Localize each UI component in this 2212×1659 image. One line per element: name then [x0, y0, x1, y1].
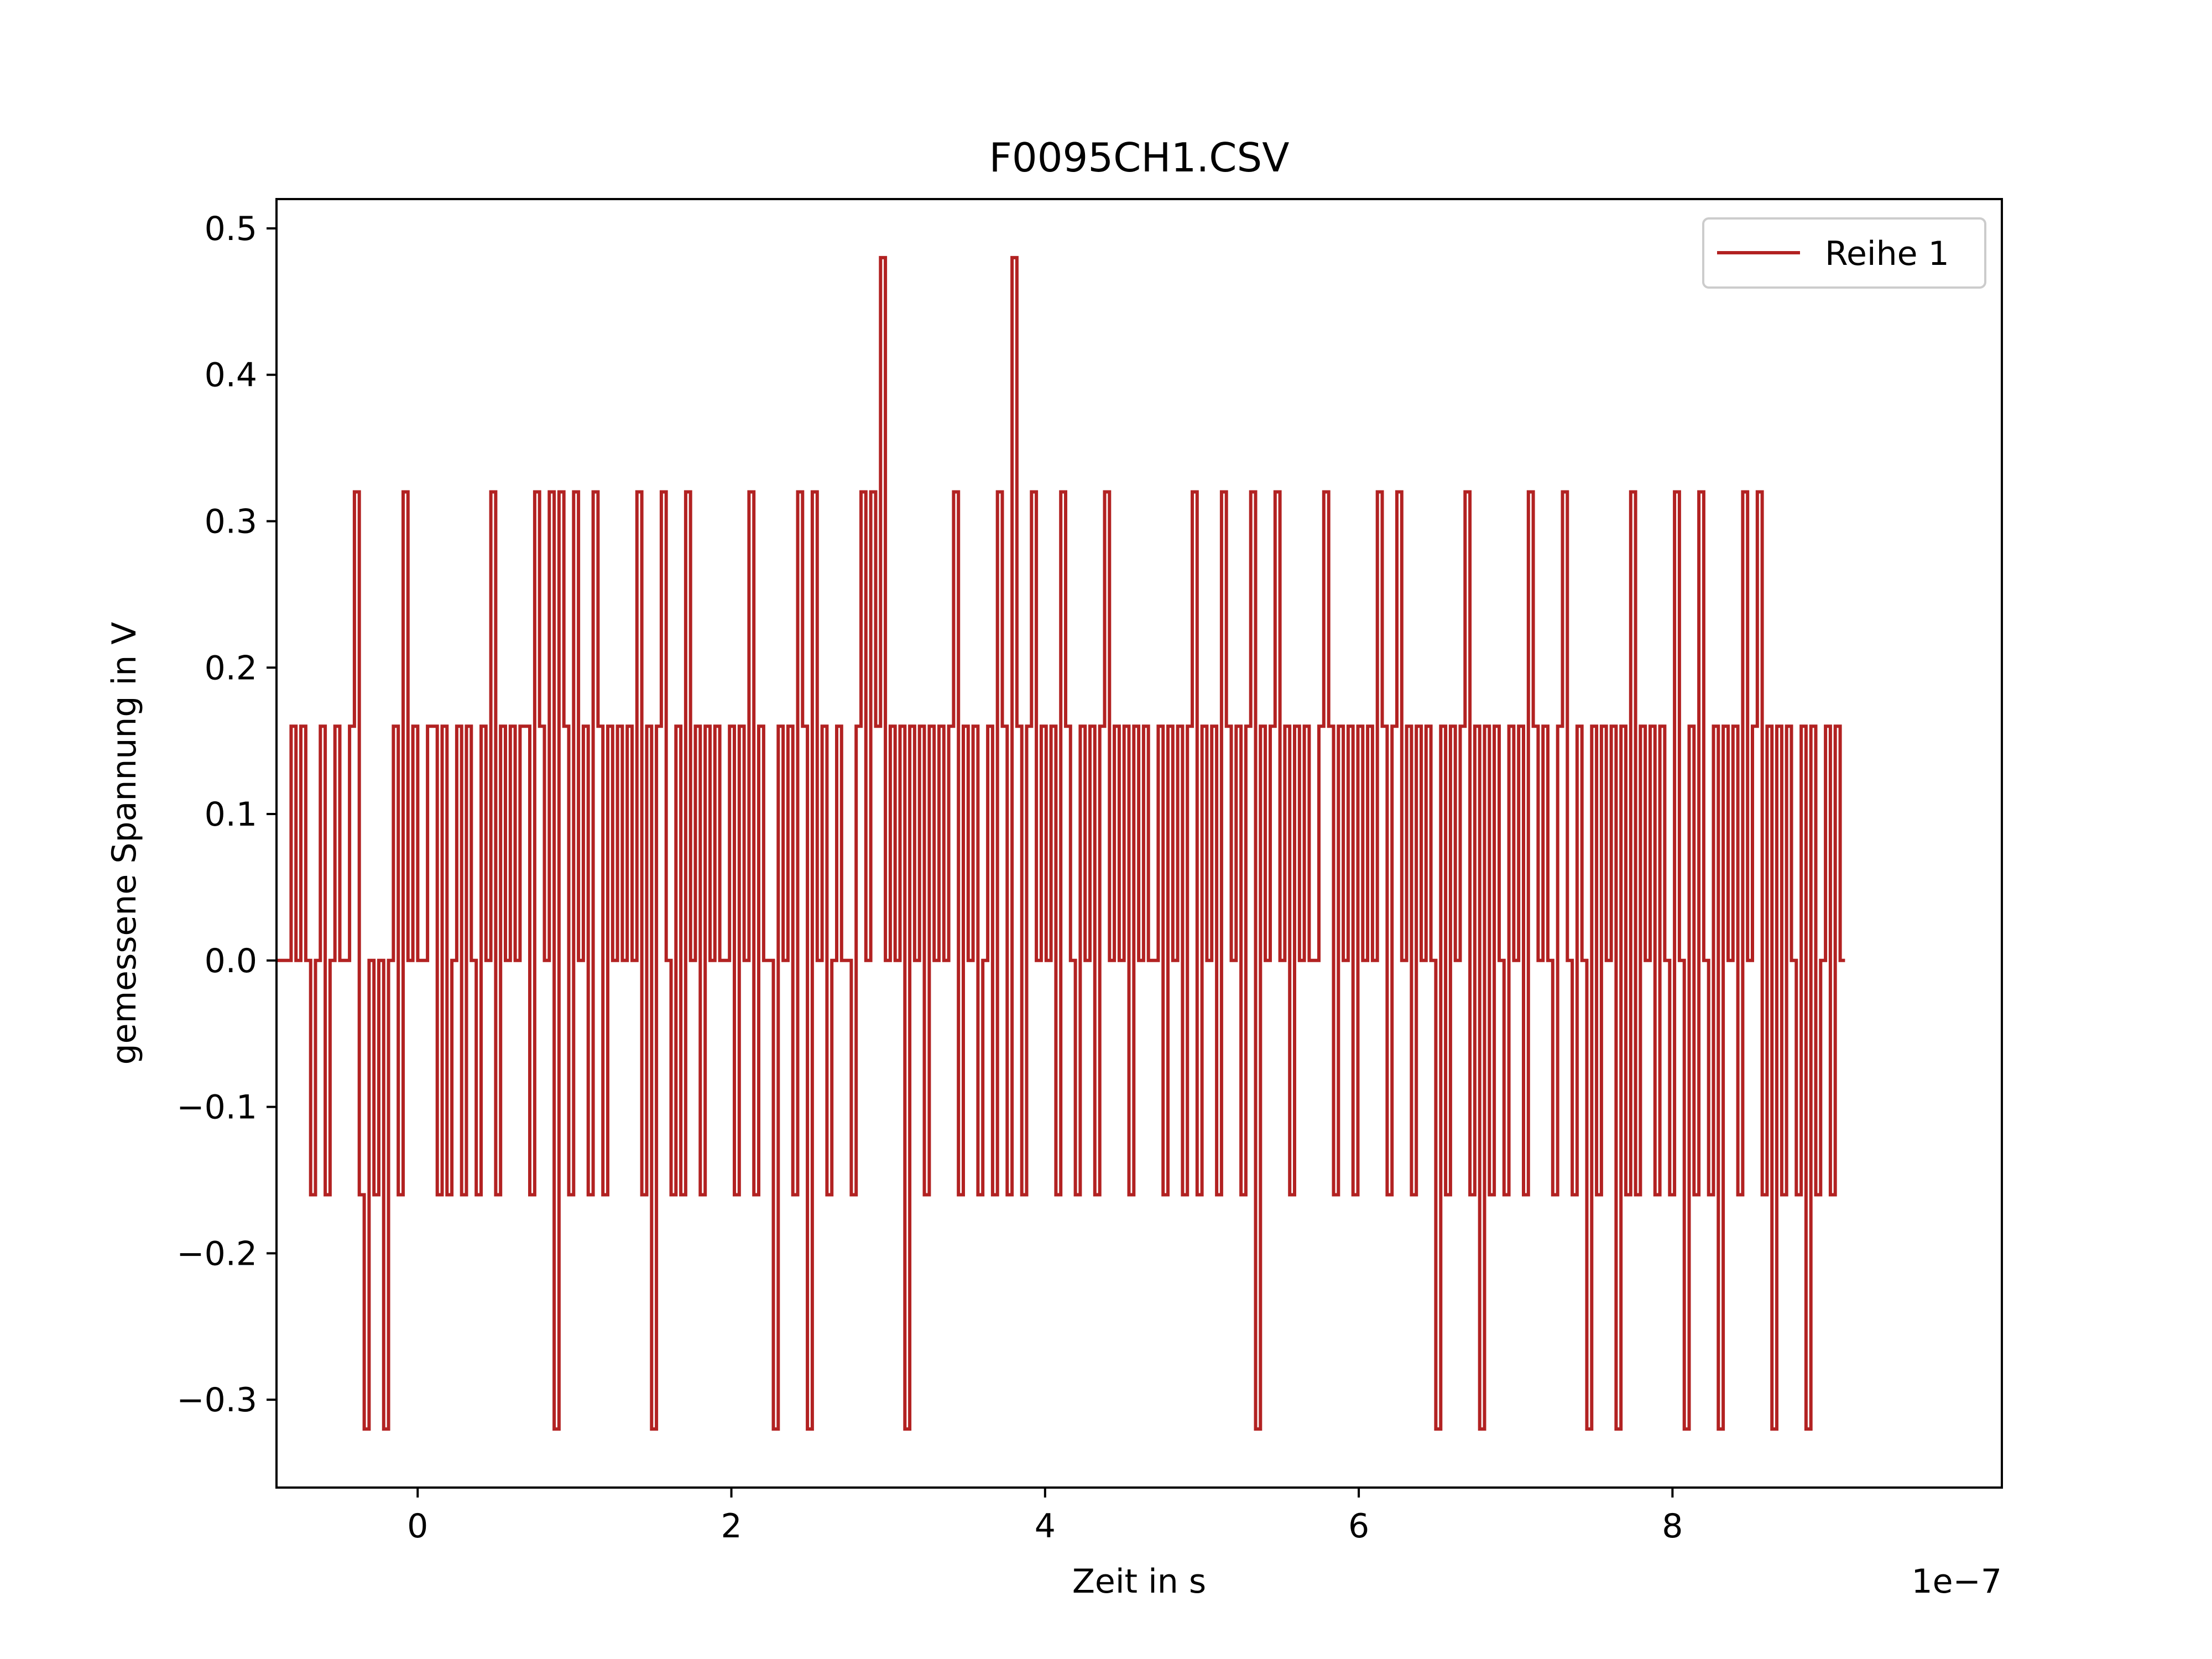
x-axis-offset-label: 1e−7 [1911, 1562, 2002, 1601]
x-tick-label: 0 [407, 1507, 428, 1546]
y-tick-label: 0.3 [205, 503, 257, 541]
x-tick-label: 8 [1662, 1507, 1683, 1546]
chart-title: F0095CH1.CSV [989, 134, 1290, 181]
legend-box [1702, 217, 1986, 289]
series-layer [276, 255, 1845, 1431]
y-tick-label: 0.4 [205, 356, 257, 395]
y-tick-label: −0.2 [176, 1234, 257, 1273]
legend-label-reihe-1: Reihe 1 [1825, 234, 1949, 273]
y-tick-label: 0.5 [205, 210, 257, 248]
series-line-1 [276, 255, 1845, 1431]
y-tick-label: 0.0 [205, 942, 257, 980]
y-tick-label: −0.1 [176, 1088, 257, 1127]
x-axis-label: Zeit in s [1072, 1562, 1206, 1601]
y-axis-label: gemessene Spannung in V [105, 622, 144, 1065]
x-tick-label: 6 [1348, 1507, 1369, 1546]
y-tick-label: −0.3 [176, 1381, 257, 1420]
plot-frame [275, 198, 2003, 1489]
x-tick-label: 4 [1035, 1507, 1056, 1546]
y-tick-label: 0.2 [205, 649, 257, 687]
x-tick-label: 2 [721, 1507, 742, 1546]
x-axis: 0 2 4 6 8 [407, 1488, 1683, 1546]
y-axis: −0.3 −0.2 −0.1 0.0 0.1 0.2 0.3 0.4 0.5 [176, 210, 276, 1420]
y-tick-label: 0.1 [205, 795, 257, 834]
legend: Reihe 1 [1702, 217, 1986, 289]
